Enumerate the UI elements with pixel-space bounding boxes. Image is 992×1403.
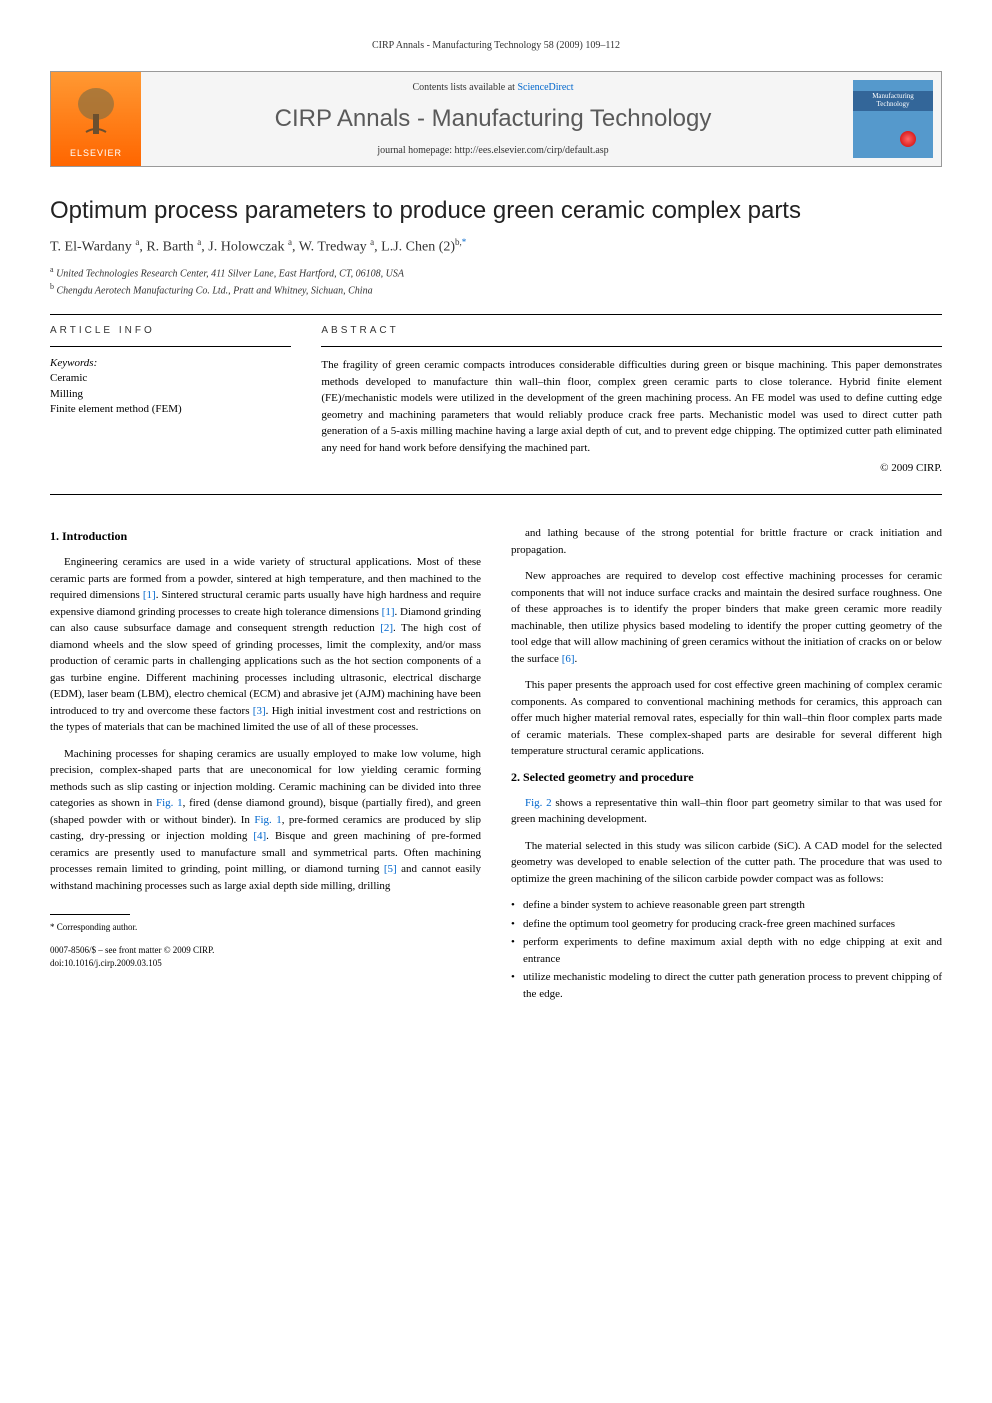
journal-name: CIRP Annals - Manufacturing Technology [161,105,825,133]
affiliations: a United Technologies Research Center, 4… [50,264,942,299]
journal-cover-thumb: Manufacturing Technology [853,80,933,158]
running-header: CIRP Annals - Manufacturing Technology 5… [50,40,942,51]
body-col-right: and lathing because of the strong potent… [511,525,942,1004]
rule-info [50,346,291,347]
keyword: Ceramic [50,371,291,386]
info-abstract-row: ARTICLE INFO Keywords: CeramicMillingFin… [50,325,942,474]
banner-center: Contents lists available at ScienceDirec… [141,72,845,166]
list-item: define a binder system to achieve reason… [511,897,942,914]
list-item: utilize mechanistic modeling to direct t… [511,969,942,1002]
keywords-list: CeramicMillingFinite element method (FEM… [50,371,291,417]
keywords-label: Keywords: [50,357,291,369]
affiliation: b Chengdu Aerotech Manufacturing Co. Ltd… [50,281,942,298]
rule-abstract [321,346,942,347]
footnote-rule [50,914,130,915]
cover-label: Manufacturing Technology [853,91,933,110]
publisher-name: ELSEVIER [70,148,122,158]
keyword: Finite element method (FEM) [50,402,291,417]
list-item: define the optimum tool geometry for pro… [511,916,942,933]
rule-bottom [50,494,942,495]
sciencedirect-link[interactable]: ScienceDirect [517,82,573,93]
article-info-label: ARTICLE INFO [50,325,291,336]
abstract-col: ABSTRACT The fragility of green ceramic … [321,325,942,474]
body-col-left: 1. Introduction Engineering ceramics are… [50,525,481,1004]
doi-block: 0007-8506/$ – see front matter © 2009 CI… [50,944,481,969]
heading-selected-geometry: 2. Selected geometry and procedure [511,770,942,785]
front-matter: 0007-8506/$ – see front matter © 2009 CI… [50,944,481,957]
authors: T. El-Wardany a, R. Barth a, J. Holowcza… [50,237,942,256]
cover-circle-icon [900,131,916,147]
article-title: Optimum process parameters to produce gr… [50,197,942,225]
rule-top [50,314,942,315]
procedure-list: define a binder system to achieve reason… [511,897,942,1002]
body-paragraph: New approaches are required to develop c… [511,568,942,667]
abstract-text: The fragility of green ceramic compacts … [321,357,942,456]
article-info-col: ARTICLE INFO Keywords: CeramicMillingFin… [50,325,291,474]
affiliation: a United Technologies Research Center, 4… [50,264,942,281]
elsevier-tree-icon [71,84,121,144]
homepage-url: http://ees.elsevier.com/cirp/default.asp [455,145,609,156]
copyright: © 2009 CIRP. [321,462,942,474]
doi: doi:10.1016/j.cirp.2009.03.105 [50,957,481,970]
journal-homepage: journal homepage: http://ees.elsevier.co… [161,145,825,156]
body-paragraph: This paper presents the approach used fo… [511,677,942,760]
contents-line: Contents lists available at ScienceDirec… [161,82,825,93]
contents-prefix: Contents lists available at [412,82,517,93]
body-paragraph: Engineering ceramics are used in a wide … [50,554,481,736]
journal-banner: ELSEVIER Contents lists available at Sci… [50,71,942,167]
body-paragraph: The material selected in this study was … [511,838,942,888]
body-paragraph: Fig. 2 shows a representative thin wall–… [511,795,942,828]
keyword: Milling [50,387,291,402]
publisher-logo: ELSEVIER [51,72,141,166]
corresponding-author-note: * Corresponding author. [50,921,481,934]
list-item: perform experiments to define maximum ax… [511,934,942,967]
heading-introduction: 1. Introduction [50,529,481,544]
body-paragraph: Machining processes for shaping ceramics… [50,746,481,895]
body-columns: 1. Introduction Engineering ceramics are… [50,525,942,1004]
abstract-label: ABSTRACT [321,325,942,336]
body-paragraph: and lathing because of the strong potent… [511,525,942,558]
homepage-prefix: journal homepage: [377,145,454,156]
